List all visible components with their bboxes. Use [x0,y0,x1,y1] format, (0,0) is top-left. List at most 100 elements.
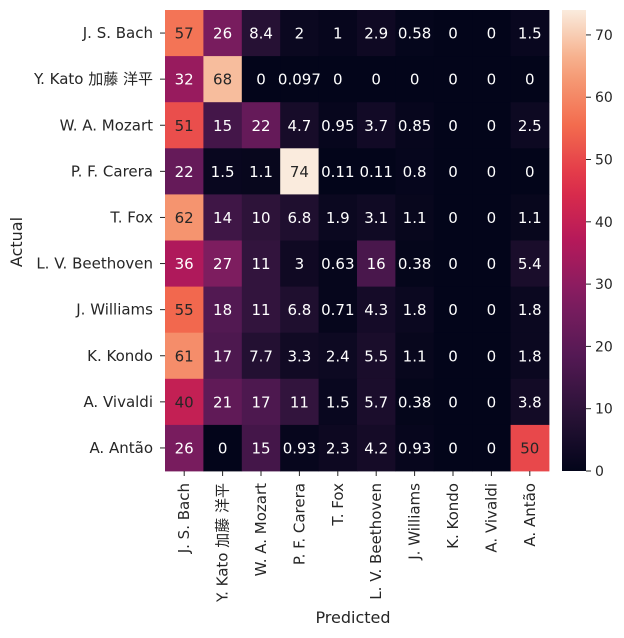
heatmap-cell [395,378,435,426]
heatmap-cell [241,102,281,149]
heatmap-cell [395,240,435,287]
cell-value-label: 0 [448,209,458,227]
heatmap-cell [472,10,511,57]
heatmap-cell [510,10,550,57]
x-tick-label: J. S. Bach [175,483,193,554]
cell-value-label: 55 [175,301,194,319]
x-axis-tick-labels: J. S. Bach Y. Kato 加藤 洋平 W. A. Mozart P. F.… [175,471,539,603]
cell-value-label: 17 [251,393,270,411]
cell-value-label: 2 [295,25,305,43]
cell-value-label: 3.8 [518,393,542,411]
cell-value-label: 0 [448,255,458,273]
heatmap-cell [318,10,358,57]
cell-value-label: 16 [367,255,386,273]
heatmap-cell [318,102,358,149]
cell-value-label: 8.4 [249,25,273,43]
colorbar-tick-label: 60 [595,90,613,106]
cell-value-label: 0 [487,117,497,135]
cell-value-label: 68 [213,71,232,89]
heatmap-cell [433,424,473,472]
heatmap-cell [280,194,319,241]
cell-value-label: 0.63 [321,255,354,273]
heatmap-cell [203,378,243,426]
cell-value-label: 0 [487,255,497,273]
heatmap-cell [510,378,550,426]
x-tick-label: Y. Kato 加藤 洋平 [214,483,232,603]
y-tick-label: A. Vivaldi [83,393,153,411]
heatmap-cell [510,332,550,380]
heatmap-cell [395,148,435,195]
heatmap-cell [433,148,473,195]
heatmap-cell [510,194,550,241]
cell-value-label: 4.7 [287,117,311,135]
cell-value-label: 0.93 [398,439,431,457]
heatmap-cell [241,194,281,241]
cell-value-label: 0 [256,71,266,89]
cell-value-label: 0.097 [278,71,321,89]
cell-value-label: 26 [175,439,194,457]
y-tick-label: T. Fox [109,208,153,226]
cell-value-label: 1.1 [403,347,427,365]
heatmap-cell [472,102,511,149]
heatmap-cell [433,102,473,149]
heatmap-cell [280,332,319,380]
cell-value-label: 0 [525,71,535,89]
x-tick-label: A. Antão [521,483,539,547]
heatmap-cell [472,194,511,241]
heatmap-cell [165,240,204,287]
cell-value-label: 0 [487,439,497,457]
y-tick-label: A. Antão [89,439,153,457]
heatmap-cell [165,148,204,195]
cell-value-label: 0 [525,163,535,181]
heatmap-cell [280,240,319,287]
cell-value-label: 14 [213,209,232,227]
cell-value-label: 0 [410,71,420,89]
heatmap-cell [203,10,243,57]
heatmap-cell [433,378,473,426]
heatmap-cell [433,10,473,57]
heatmap-cell-labels: 57 26 8.4 2 1 2.9 0.58 0 0 1.532 68 0 0.097 0 0 0 0 0 051 1… [175,25,542,458]
y-tick-label: K. Kondo [87,347,153,365]
heatmap-cell [203,240,243,287]
heatmap-cell [318,194,358,241]
cell-value-label: 0 [448,347,458,365]
heatmap-cell [318,148,358,195]
heatmap-cell [165,424,204,472]
colorbar-tick-label: 10 [595,402,613,418]
cell-value-label: 32 [175,71,194,89]
cell-value-label: 22 [175,163,194,181]
cell-value-label: 22 [251,117,270,135]
x-tick-label: J. Williams [406,483,424,561]
cell-value-label: 7.7 [249,347,273,365]
x-tick-label: P. F. Carera [290,483,308,565]
heatmap-cell [510,148,550,195]
heatmap-cell [203,424,243,472]
x-tick-label: W. A. Mozart [252,483,270,577]
heatmap-cell [165,56,204,103]
cell-value-label: 74 [290,163,309,181]
heatmap-cell [318,240,358,287]
cell-value-label: 17 [213,347,232,365]
cell-value-label: 1.1 [518,209,542,227]
heatmap-cell [510,286,550,334]
y-tick-label: L. V. Beethoven [36,255,153,273]
heatmap-cell [165,10,204,57]
heatmap-cell [165,378,204,426]
cell-value-label: 5.7 [364,393,388,411]
cell-value-label: 1.8 [518,347,542,365]
heatmap-cell [472,148,511,195]
colorbar-tick-label: 40 [595,215,613,231]
cell-value-label: 0.38 [398,255,431,273]
cell-value-label: 11 [251,255,270,273]
cell-value-label: 1.1 [403,209,427,227]
heatmap-cell [203,56,243,103]
cell-value-label: 6.8 [287,209,311,227]
cell-value-label: 0 [487,209,497,227]
heatmap-cell [165,332,204,380]
cell-value-label: 5.4 [518,255,542,273]
heatmap-cell [241,56,281,103]
heatmap-cell [241,332,281,380]
cell-value-label: 0.85 [398,117,431,135]
heatmap-cell [165,102,204,149]
